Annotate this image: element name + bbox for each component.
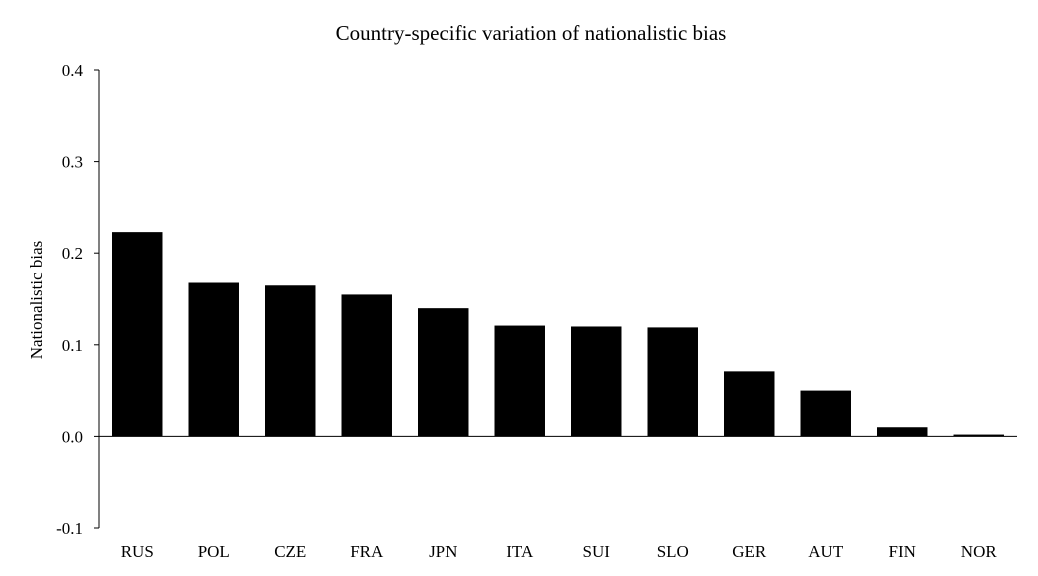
bar-rus: [112, 232, 163, 437]
x-tick-label: SLO: [657, 542, 689, 561]
bar-jpn: [418, 308, 469, 437]
y-tick-label: 0.2: [62, 244, 83, 263]
x-axis: RUS POL CZE FRA JPN ITA SUI SLO GER AUT FIN NOR: [99, 435, 1017, 561]
x-tick-label: FIN: [889, 542, 916, 561]
y-tick-label: 0.0: [62, 427, 83, 446]
bar-cze: [265, 285, 316, 437]
x-tick-label: FRA: [350, 542, 384, 561]
x-tick-label: RUS: [121, 542, 154, 561]
y-axis: -0.1 0.0 0.1 0.2 0.3 0.4: [56, 61, 100, 538]
chart-title: Country-specific variation of nationalis…: [336, 21, 727, 45]
bar-fra: [341, 294, 392, 437]
bars: [112, 232, 1004, 437]
bar-slo: [647, 327, 698, 437]
x-tick-label: AUT: [808, 542, 844, 561]
x-tick-label: POL: [198, 542, 230, 561]
y-tick-label: 0.4: [62, 61, 84, 80]
x-tick-label: CZE: [274, 542, 306, 561]
x-tick-label: ITA: [506, 542, 534, 561]
x-tick-label: JPN: [429, 542, 457, 561]
bar-fin: [877, 427, 928, 437]
y-tick-label: 0.1: [62, 336, 83, 355]
x-tick-label: GER: [732, 542, 767, 561]
y-axis-label: Nationalistic bias: [27, 241, 46, 360]
bar-ita: [494, 325, 545, 437]
y-tick-label: -0.1: [56, 519, 83, 538]
x-tick-label: SUI: [583, 542, 611, 561]
bar-pol: [188, 282, 239, 437]
bar-aut: [800, 390, 851, 437]
bar-ger: [724, 371, 775, 437]
x-tick-label: NOR: [961, 542, 998, 561]
bar-sui: [571, 326, 622, 437]
y-tick-label: 0.3: [62, 153, 83, 172]
bar-nor: [953, 434, 1004, 437]
